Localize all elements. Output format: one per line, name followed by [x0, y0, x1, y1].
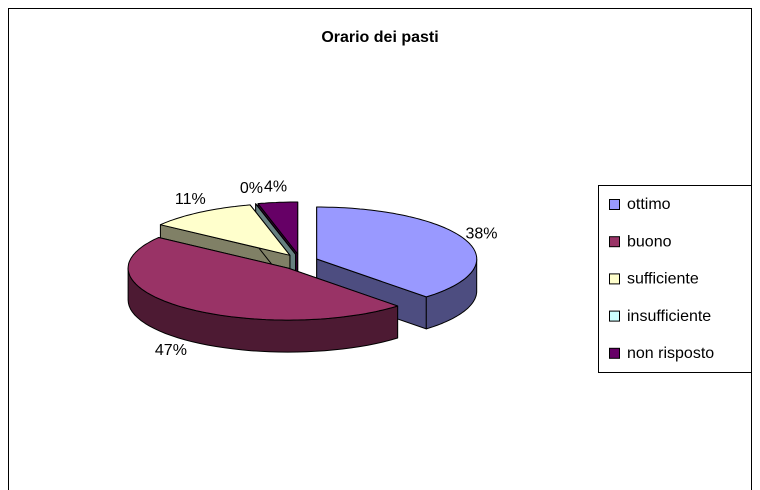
- data-label: 38%: [465, 225, 497, 242]
- legend-label: buono: [627, 233, 672, 250]
- slice: [127, 237, 399, 321]
- legend-box: [598, 185, 752, 373]
- slice: [257, 201, 299, 255]
- legend-swatch: [609, 199, 620, 210]
- slice: [255, 203, 296, 255]
- data-label: 4%: [264, 178, 287, 195]
- legend-label: ottimo: [627, 196, 671, 213]
- legend-swatch: [609, 310, 620, 322]
- chart-title: Orario dei pasti: [321, 29, 438, 46]
- slice: [316, 206, 478, 298]
- data-label: 11%: [175, 191, 206, 208]
- legend-label: insufficiente: [627, 308, 711, 325]
- legend-swatch: [609, 236, 620, 248]
- legend-swatch: [609, 273, 620, 285]
- legend-label: sufficiente: [627, 271, 699, 288]
- legend-swatch: [609, 347, 620, 359]
- data-label: 0%: [240, 180, 263, 197]
- data-label: 47%: [155, 342, 187, 359]
- legend-label: non risposto: [627, 345, 714, 362]
- slice: [159, 204, 291, 256]
